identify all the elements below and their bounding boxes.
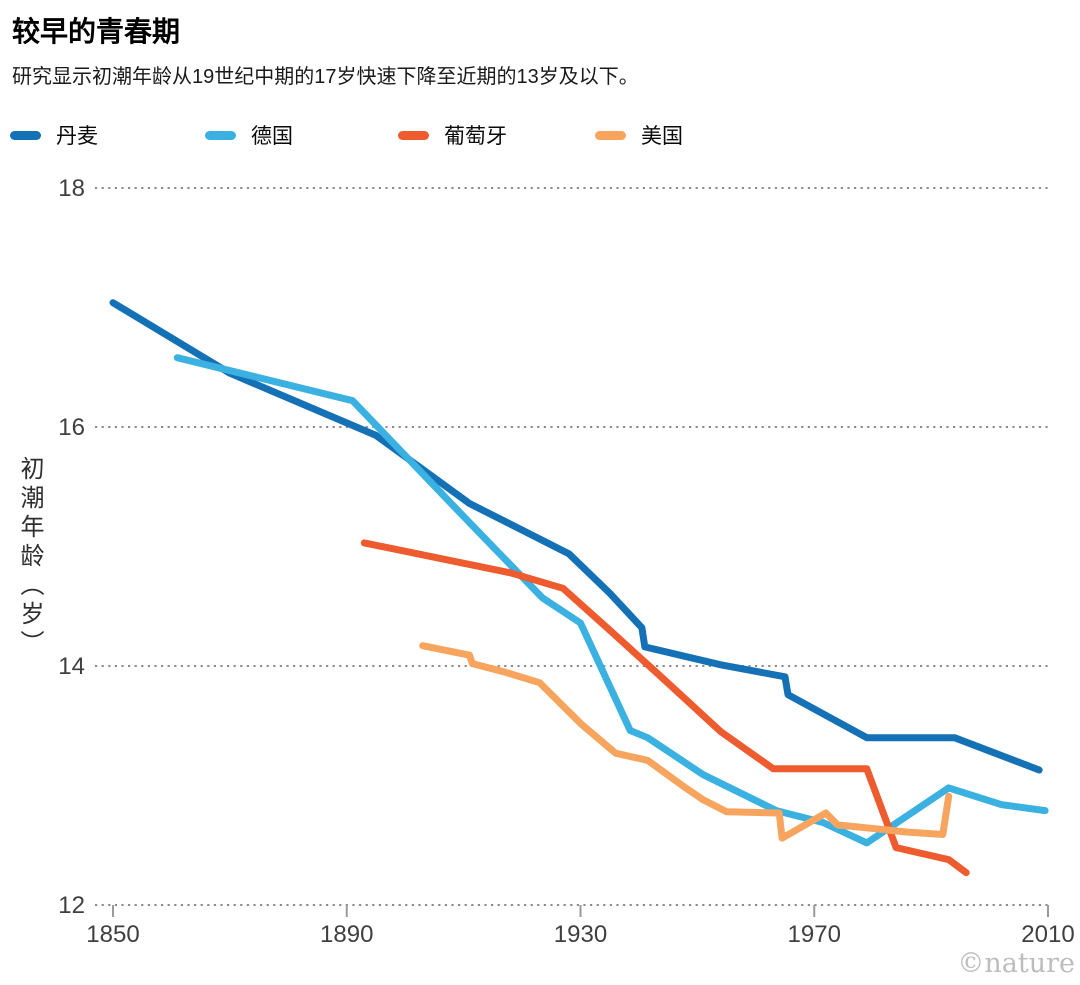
x-tick-label-1890: 1890 <box>320 921 373 948</box>
x-tick-label-1850: 1850 <box>86 921 139 948</box>
nature-watermark: ©nature <box>957 948 1075 979</box>
series-line-denmark <box>109 299 1043 774</box>
legend-item-germany: 德国 <box>205 121 293 149</box>
legend-swatch-denmark <box>10 130 41 140</box>
series-line-portugal <box>360 539 970 877</box>
y-tick-label-14: 14 <box>58 653 85 680</box>
x-tick-label-1930: 1930 <box>554 921 607 948</box>
legend-swatch-germany <box>205 130 236 140</box>
y-tick-label-18: 18 <box>58 175 85 202</box>
y-tick-label-16: 16 <box>58 414 85 441</box>
x-tick-label-1970: 1970 <box>788 921 841 948</box>
y-axis-title: 初潮年龄（岁） <box>16 456 43 659</box>
chart-subtitle: 研究显示初潮年龄从19世纪中期的17岁快速下降至近期的13岁及以下。 <box>12 66 639 88</box>
series-line-germany <box>173 354 1049 847</box>
x-tick-label-2010: 2010 <box>1021 921 1074 948</box>
legend-swatch-portugal <box>398 130 429 140</box>
legend-item-usa: 美国 <box>595 121 683 149</box>
chart-title: 较早的青春期 <box>12 16 181 47</box>
legend-label-germany: 德国 <box>251 125 293 148</box>
legend-label-usa: 美国 <box>641 125 683 148</box>
legend-swatch-usa <box>595 130 626 140</box>
series-line-usa <box>419 642 953 842</box>
y-tick-label-12: 12 <box>58 892 85 919</box>
legend-label-portugal: 葡萄牙 <box>444 125 507 148</box>
legend-label-denmark: 丹麦 <box>56 125 98 148</box>
legend-item-portugal: 葡萄牙 <box>398 121 507 149</box>
legend-item-denmark: 丹麦 <box>10 121 98 149</box>
